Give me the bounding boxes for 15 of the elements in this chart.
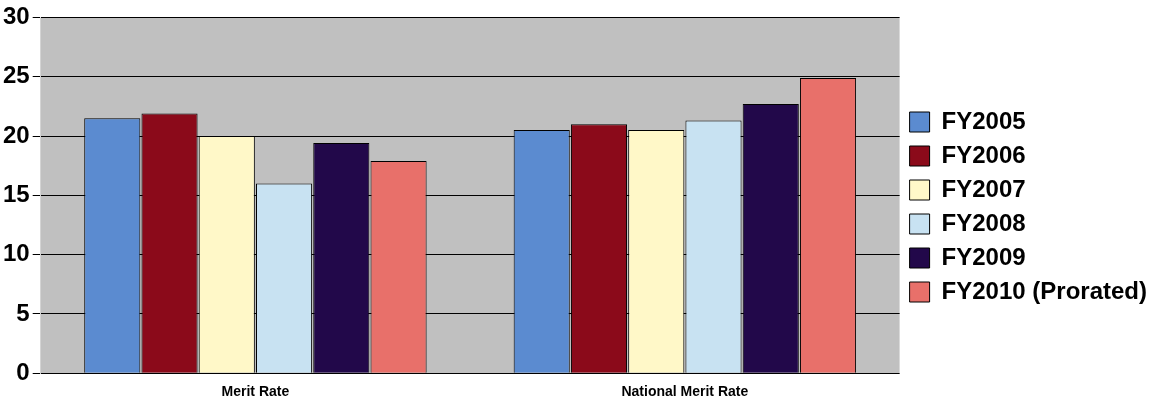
legend-label: FY2007 bbox=[941, 174, 1026, 202]
x-tick-label: Merit Rate bbox=[221, 383, 290, 400]
y-tick-label: 25 bbox=[2, 61, 30, 89]
legend-label: FY2005 bbox=[941, 106, 1026, 134]
y-tick-label: 5 bbox=[16, 298, 30, 326]
y-tick-label: 30 bbox=[2, 2, 30, 30]
y-tick-label: 10 bbox=[2, 239, 30, 267]
y-tick-label: 0 bbox=[16, 357, 30, 385]
y-tick-label: 20 bbox=[2, 120, 30, 148]
y-tick-label: 15 bbox=[2, 179, 30, 207]
x-tick-label: National Merit Rate bbox=[621, 383, 749, 400]
legend-label: FY2008 bbox=[941, 208, 1026, 236]
legend-label: FY2010 (Prorated) bbox=[941, 276, 1147, 304]
legend-label: FY2006 bbox=[941, 140, 1026, 168]
legend-label: FY2009 bbox=[941, 242, 1026, 270]
